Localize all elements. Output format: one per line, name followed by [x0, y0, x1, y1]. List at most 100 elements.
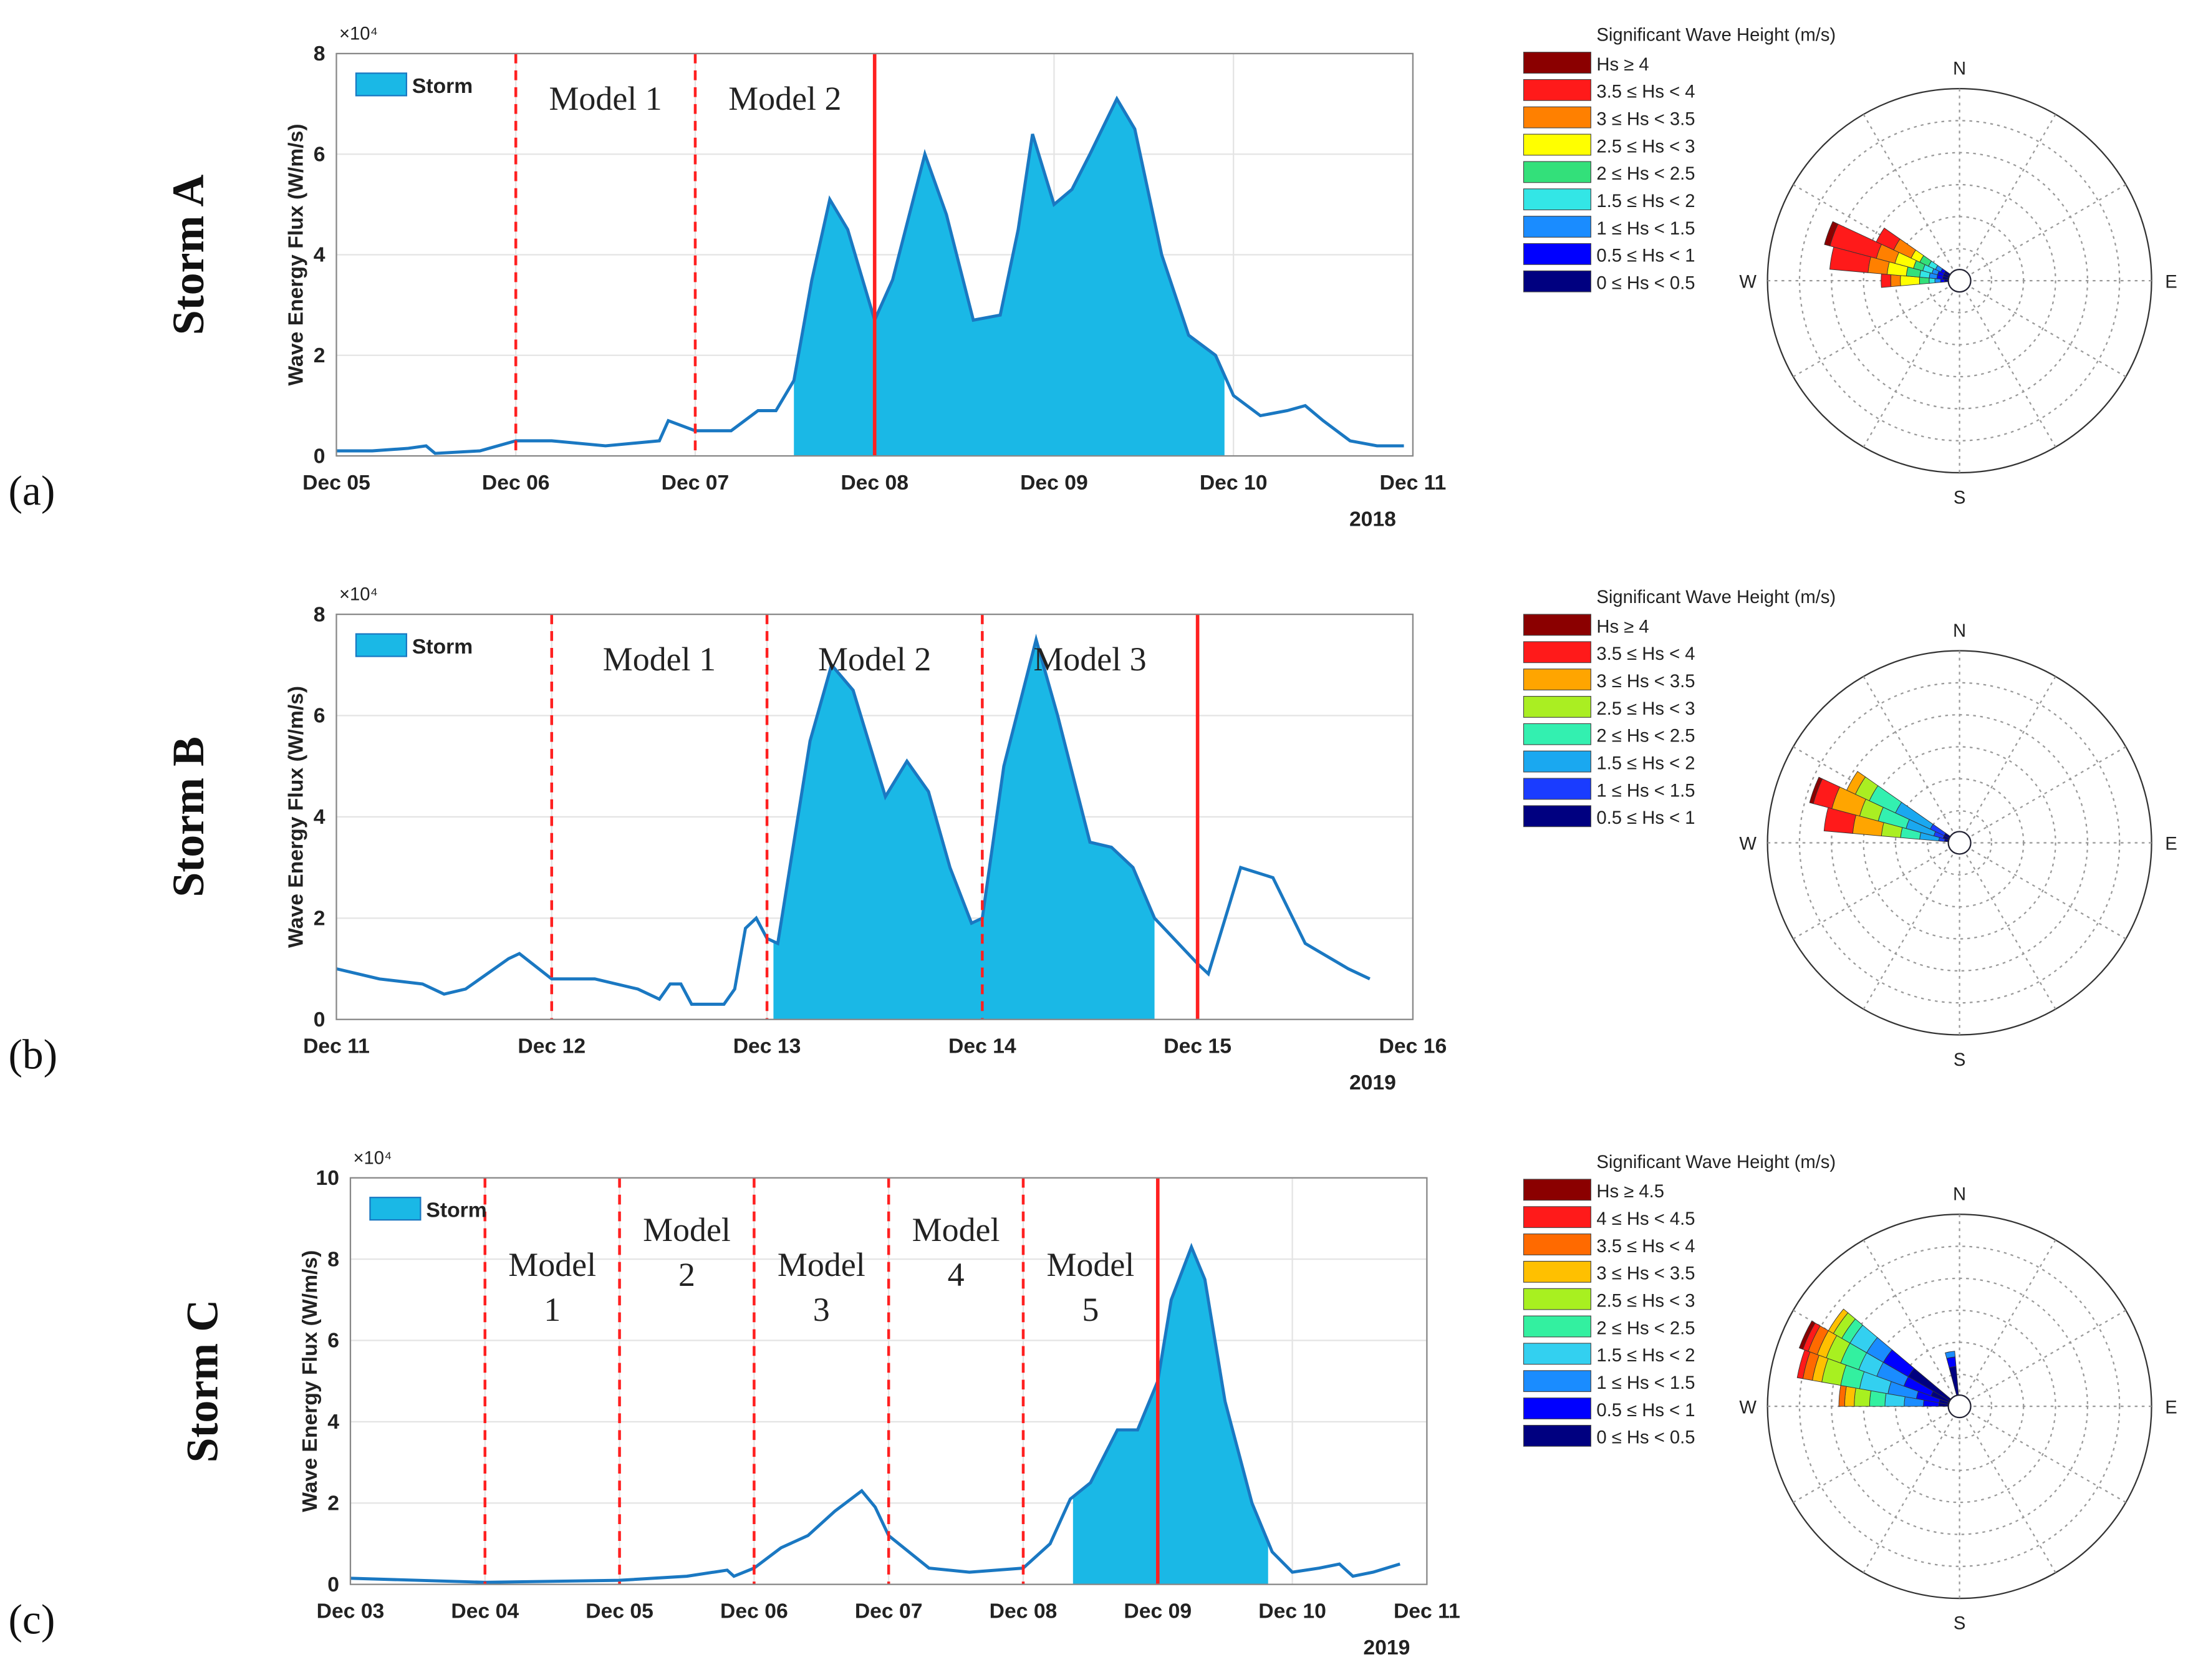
- x-tick-label: Dec 14: [948, 1035, 1016, 1058]
- legend-swatch: [355, 72, 408, 97]
- legend-label: 1.5 ≤ Hs < 2: [1596, 753, 1695, 773]
- y-axis-label: Wave Energy Flux (W/m/s): [284, 686, 308, 948]
- legend-label: 2 ≤ Hs < 2.5: [1596, 164, 1695, 184]
- legend-swatch: [1523, 1288, 1591, 1310]
- y-tick-label: 2: [314, 344, 325, 367]
- x-tick-label: Dec 11: [1394, 1600, 1460, 1623]
- x-tick-label: Dec 05: [586, 1600, 653, 1623]
- y-tick-label: 4: [327, 1410, 339, 1434]
- model-label: Model 3: [1033, 640, 1146, 678]
- model-label: Model 2: [728, 80, 841, 117]
- legend-swatch: [1523, 1398, 1591, 1419]
- legend-label: 3 ≤ Hs < 3.5: [1596, 672, 1695, 692]
- y-tick-label: 4: [314, 243, 325, 267]
- direction-label: W: [1739, 1398, 1757, 1417]
- y-tick-label: 0: [327, 1573, 339, 1596]
- x-tick-label: Dec 06: [720, 1600, 788, 1623]
- legend-label: 2 ≤ Hs < 2.5: [1596, 727, 1695, 746]
- y-tick-label: 8: [327, 1247, 339, 1271]
- legend-swatch: [1523, 1206, 1591, 1229]
- flux-line: [350, 1242, 1400, 1584]
- y-tick-label: 0: [314, 1008, 325, 1031]
- x-tick-label: Dec 07: [662, 471, 730, 495]
- legend-label: 1 ≤ Hs < 1.5: [1596, 781, 1695, 801]
- model-label: Model: [643, 1211, 731, 1248]
- legend-label: 1 ≤ Hs < 1.5: [1596, 1373, 1695, 1393]
- storm-area: [773, 639, 1155, 1020]
- legend-swatch: [1523, 1370, 1591, 1393]
- legend-label: 2.5 ≤ Hs < 3: [1596, 137, 1695, 157]
- legend-label: Storm: [412, 635, 473, 659]
- rose-segment: [1844, 1386, 1856, 1407]
- rose-ring: [1798, 120, 2121, 442]
- legend-label: Storm: [426, 1199, 486, 1222]
- x-tick-label: Dec 07: [855, 1600, 923, 1623]
- x-tick-label: Dec 11: [1379, 471, 1446, 495]
- legend-swatch: [1523, 641, 1591, 664]
- model-label: Model 2: [818, 640, 931, 678]
- row-label: Storm A: [163, 175, 213, 336]
- legend-label: 0 ≤ Hs < 0.5: [1596, 274, 1695, 294]
- direction-label: W: [1739, 834, 1757, 854]
- year-label: 2019: [1363, 1636, 1410, 1659]
- rose-segment: [1945, 1351, 1956, 1359]
- year-label: 2018: [1349, 507, 1396, 531]
- legend-swatch: [1523, 750, 1591, 773]
- flux-line: [336, 95, 1404, 455]
- direction-label: S: [1954, 488, 1965, 508]
- axes-frame: [335, 613, 1414, 1020]
- axes-frame: [349, 1177, 1428, 1585]
- model-label: 4: [948, 1256, 965, 1293]
- y-tick-label: 2: [314, 907, 325, 930]
- legend-label: 1.5 ≤ Hs < 2: [1596, 1346, 1695, 1366]
- y-tick-label: 4: [314, 805, 325, 829]
- panel-label: (a): [8, 468, 55, 514]
- y-tick-label: 8: [314, 42, 325, 65]
- legend-swatch: [369, 1197, 422, 1221]
- row-label: Storm C: [177, 1300, 227, 1463]
- direction-label: E: [2165, 1398, 2177, 1417]
- x-tick-label: Dec 10: [1200, 471, 1268, 495]
- legend-label: 1.5 ≤ Hs < 2: [1596, 191, 1695, 211]
- rose-ring: [1798, 1245, 2121, 1567]
- y-tick-label: 6: [327, 1329, 339, 1353]
- legend-label: 2 ≤ Hs < 2.5: [1596, 1318, 1695, 1338]
- y-tick-label: 6: [314, 704, 325, 728]
- rose-ring: [1927, 810, 1993, 876]
- x-tick-label: Dec 03: [317, 1600, 385, 1623]
- legend-title: Significant Wave Height (m/s): [1596, 587, 1836, 607]
- legend-swatch: [1523, 778, 1591, 800]
- rose-segment: [1809, 776, 1823, 804]
- rose-ring: [1863, 183, 2056, 378]
- legend-label: 0 ≤ Hs < 0.5: [1596, 1428, 1695, 1448]
- legend-swatch: [1523, 216, 1591, 238]
- y-offset-label: ×10⁴: [339, 585, 378, 605]
- model-label: Model: [778, 1246, 865, 1283]
- legend-label: 3 ≤ Hs < 3.5: [1596, 1264, 1695, 1284]
- model-label: 2: [678, 1256, 695, 1293]
- legend-swatch: [1523, 669, 1591, 691]
- legend-swatch: [1523, 133, 1591, 156]
- model-label: Model: [912, 1211, 1000, 1248]
- rose-segment: [1828, 1308, 1849, 1334]
- legend-swatch: [355, 633, 408, 657]
- rose-segment: [1890, 274, 1901, 287]
- legend-swatch: [1523, 1343, 1591, 1365]
- rose-segment: [1881, 273, 1892, 288]
- year-label: 2019: [1349, 1071, 1396, 1094]
- x-tick-label: Dec 12: [518, 1035, 586, 1058]
- direction-label: E: [2165, 272, 2177, 292]
- legend-label: Hs ≥ 4.5: [1596, 1182, 1664, 1202]
- legend-label: 3.5 ≤ Hs < 4: [1596, 1237, 1695, 1257]
- direction-label: N: [1953, 621, 1966, 641]
- legend-swatch: [1523, 1179, 1591, 1201]
- legend-label: 3.5 ≤ Hs < 4: [1596, 644, 1695, 664]
- legend-swatch: [1523, 52, 1591, 74]
- legend-label: 1 ≤ Hs < 1.5: [1596, 219, 1695, 239]
- y-tick-label: 10: [316, 1166, 339, 1190]
- model-label: Model 1: [603, 640, 716, 678]
- model-label: Model 1: [549, 80, 662, 117]
- legend-title: Significant Wave Height (m/s): [1596, 26, 1836, 46]
- x-tick-label: Dec 15: [1164, 1035, 1231, 1058]
- y-tick-label: 6: [314, 142, 325, 166]
